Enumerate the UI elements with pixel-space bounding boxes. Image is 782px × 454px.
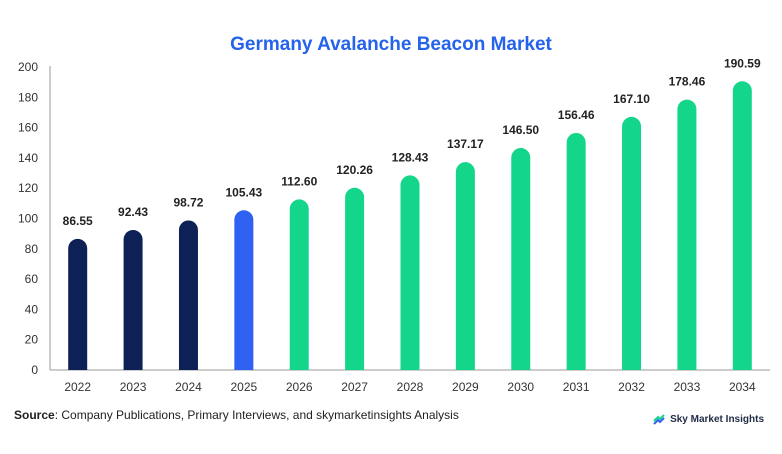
data-labels: 86.55 92.43 98.72 105.43 112.60 120.26 128.43 1… [63, 56, 761, 228]
data-label-2031: 156.46 [558, 108, 595, 122]
bar-2025 [234, 210, 254, 370]
data-label-2030: 146.50 [502, 123, 539, 137]
x-tick-label-2031: 2031 [563, 380, 590, 394]
brand-name: Sky Market Insights [670, 413, 764, 425]
bars [68, 81, 752, 370]
data-label-2029: 137.17 [447, 137, 484, 151]
data-label-2024: 98.72 [173, 195, 203, 209]
y-tick-label: 180 [18, 90, 38, 104]
bar-2030 [511, 148, 531, 370]
bar-2028 [400, 175, 420, 370]
bar-2029 [455, 162, 475, 370]
x-tick-label-2034: 2034 [729, 380, 756, 394]
bar-2031 [566, 132, 586, 370]
x-tick-label-2023: 2023 [120, 380, 147, 394]
data-label-2032: 167.10 [613, 92, 650, 106]
y-tick-label: 0 [31, 363, 38, 377]
x-tick-label-2032: 2032 [618, 380, 645, 394]
chart-title: Germany Avalanche Beacon Market [230, 34, 552, 55]
y-tick-label: 200 [18, 60, 38, 74]
data-label-2025: 105.43 [225, 185, 262, 199]
x-tick-label-2025: 2025 [230, 380, 257, 394]
bar-2033 [677, 99, 697, 370]
source-label: Source [14, 408, 55, 422]
data-label-2027: 120.26 [336, 163, 373, 177]
y-tick-label: 120 [18, 181, 38, 195]
x-tick-label-2033: 2033 [674, 380, 701, 394]
x-tick-label-2030: 2030 [507, 380, 534, 394]
y-tick-label: 140 [18, 151, 38, 165]
data-label-2022: 86.55 [63, 214, 93, 228]
source-note: Source: Company Publications, Primary In… [14, 408, 459, 422]
y-tick-label: 40 [25, 302, 39, 316]
bar-2026 [289, 199, 309, 370]
data-label-2026: 112.60 [281, 174, 317, 188]
y-tick-label: 20 [25, 333, 39, 347]
brand-icon [653, 414, 665, 425]
x-tick-label-2029: 2029 [452, 380, 479, 394]
data-label-2033: 178.46 [669, 75, 706, 89]
x-tick-label-2024: 2024 [175, 380, 202, 394]
brand-logo: Sky Market Insights [652, 412, 764, 426]
data-label-2023: 92.43 [118, 205, 148, 219]
y-tick-label: 60 [25, 272, 39, 286]
x-tick-label-2027: 2027 [341, 380, 368, 394]
bar-2023 [123, 229, 143, 370]
y-tick-label: 160 [18, 121, 38, 135]
x-tick-label-2026: 2026 [286, 380, 313, 394]
x-tick-label-2028: 2028 [397, 380, 424, 394]
bar-2022 [68, 238, 88, 370]
bar-2027 [345, 187, 365, 370]
y-tick-labels: 0 20 40 60 80 100 120 140 160 180 200 [18, 60, 38, 377]
bar-2024 [178, 220, 198, 370]
data-label-2034: 190.59 [724, 56, 761, 70]
y-tick-label: 100 [18, 212, 38, 226]
source-text: : Company Publications, Primary Intervie… [54, 408, 459, 422]
x-tick-label-2022: 2022 [64, 380, 91, 394]
bar-2032 [622, 116, 642, 370]
x-tick-labels: 2022 2023 2024 2025 2026 2027 2028 2029 2030 2031… [64, 380, 756, 394]
bar-2034 [732, 81, 752, 370]
data-label-2028: 128.43 [392, 150, 429, 164]
y-tick-label: 80 [25, 242, 39, 256]
